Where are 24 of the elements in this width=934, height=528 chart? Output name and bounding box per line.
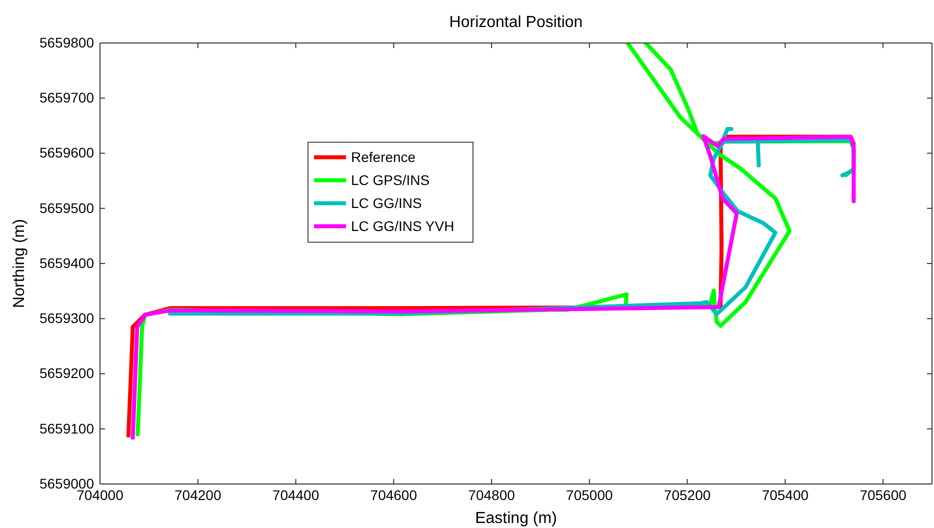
y-tick-label: 5659700 xyxy=(39,90,94,106)
y-tick-label: 5659200 xyxy=(39,365,94,382)
y-axis-title: Northing (m) xyxy=(11,219,28,308)
x-tick-label: 705200 xyxy=(664,486,711,503)
y-tick-label: 5659800 xyxy=(39,34,94,50)
y-tick-label: 5659400 xyxy=(39,254,94,271)
x-tick-label: 705400 xyxy=(762,486,809,503)
x-tick-label: 704200 xyxy=(174,486,222,503)
x-tick-label: 704400 xyxy=(272,486,320,503)
x-tick-label: 704600 xyxy=(370,486,418,503)
legend-label: Reference xyxy=(351,149,416,166)
legend-label: LC GG/INS YVH xyxy=(351,218,454,234)
y-tick-label: 5659500 xyxy=(39,200,94,216)
y-tick-label: 5659000 xyxy=(39,475,94,492)
legend-label: LC GG/INS xyxy=(351,195,422,212)
x-axis-title: Easting (m) xyxy=(475,510,557,527)
y-tick-label: 5659100 xyxy=(39,420,94,436)
y-tick-label: 5659600 xyxy=(39,144,94,161)
x-tick-label: 704800 xyxy=(468,486,516,503)
x-tick-label: 705000 xyxy=(566,486,613,503)
legend-label: LC GPS/INS xyxy=(351,172,430,188)
chart-title: Horizontal Position xyxy=(449,14,583,31)
x-tick-label: 705600 xyxy=(860,486,907,503)
y-tick-label: 5659300 xyxy=(39,310,94,326)
